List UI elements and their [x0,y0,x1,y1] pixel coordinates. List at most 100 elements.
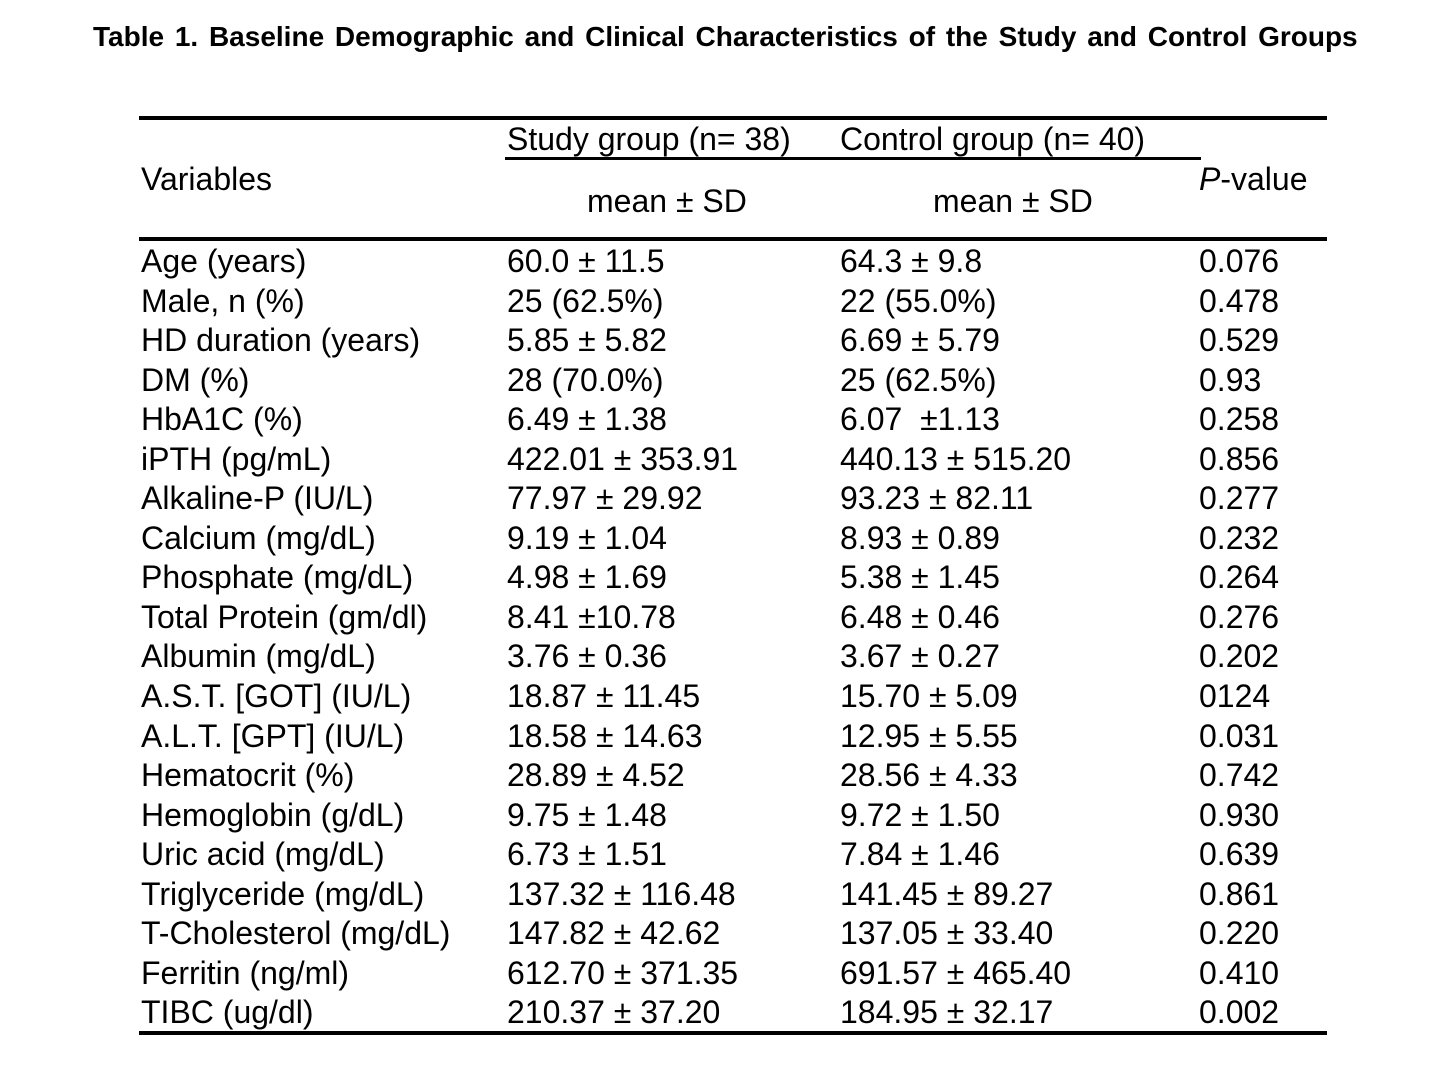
cell-control-value: 6.69 ± 5.79 [840,322,1000,359]
cell-control-value: 6.07 ±1.13 [840,401,1000,438]
cell-study-value: 612.70 ± 371.35 [507,954,739,991]
cell-control-value: 64.3 ± 9.8 [840,243,983,279]
cell-p-value: 0.202 [1199,638,1280,675]
header-control-group: Control group (n= 40) [840,121,1146,157]
cell-control-value: 3.67 ± 0.27 [840,638,1000,675]
table-row: TIBC (ug/dl) 210.37 ± 37.20 184.95 ± 32.17… [0,992,1431,1032]
cell-variable: iPTH (pg/mL) [141,440,332,477]
table-row: Male, n (%) 25 (62.5%) 22 (55.0%) 0.478 [0,281,1431,321]
cell-variable: Triglyceride (mg/dL) [141,875,425,912]
table-row: Age (years) 60.0 ± 11.5 64.3 ± 9.8 0.076 [0,241,1431,281]
cell-study-value: 77.97 ± 29.92 [507,480,703,517]
cell-p-value: 0.639 [1199,836,1280,873]
cell-variable: Male, n (%) [141,282,305,319]
table-row: Ferritin (ng/ml) 612.70 ± 371.35 691.57 ± … [0,953,1431,993]
cell-variable: T-Cholesterol (mg/dL) [141,915,451,952]
cell-variable: Hematocrit (%) [141,757,355,794]
header-variables: Variables [141,161,273,197]
table-row: Total Protein (gm/dl) 8.41 ±10.78 6.48 ± 0… [0,597,1431,637]
table-row: Phosphate (mg/dL) 4.98 ± 1.69 5.38 ± 1.45 0… [0,557,1431,597]
cell-study-value: 6.73 ± 1.51 [507,836,667,873]
table-row: Albumin (mg/dL) 3.76 ± 0.36 3.67 ± 0.27 0.2… [0,636,1431,676]
cell-variable: HD duration (years) [141,322,421,359]
cell-control-value: 12.95 ± 5.55 [840,717,1018,754]
cell-p-value: 0.031 [1199,717,1280,754]
cell-variable: Uric acid (mg/dL) [141,836,385,873]
cell-control-value: 8.93 ± 0.89 [840,519,1000,556]
cell-p-value: 0124 [1199,678,1271,715]
cell-variable: Age (years) [141,243,307,279]
cell-study-value: 147.82 ± 42.62 [507,915,721,952]
cell-control-value: 691.57 ± 465.40 [840,954,1072,991]
table-row: Calcium (mg/dL) 9.19 ± 1.04 8.93 ± 0.89 0.2… [0,518,1431,558]
cell-variable: Calcium (mg/dL) [141,519,376,556]
cell-variable: Hemoglobin (g/dL) [141,796,405,833]
cell-variable: DM (%) [141,361,250,398]
cell-study-value: 422.01 ± 353.91 [507,440,739,477]
cell-control-value: 440.13 ± 515.20 [840,440,1072,477]
cell-variable: TIBC (ug/dl) [141,994,314,1031]
cell-p-value: 0.220 [1199,915,1280,952]
cell-p-value: 0.076 [1199,243,1280,279]
header-p-letter: P [1199,161,1221,197]
cell-p-value: 0.861 [1199,875,1280,912]
table-top-rule [139,116,1327,120]
table-header-rule [139,237,1327,241]
cell-control-value: 137.05 ± 33.40 [840,915,1054,952]
table-row: Alkaline-P (IU/L) 77.97 ± 29.92 93.23 ± 82… [0,478,1431,518]
cell-variable: HbA1C (%) [141,401,303,438]
table-row: Triglyceride (mg/dL) 137.32 ± 116.48 141.4… [0,874,1431,914]
cell-variable: A.L.T. [GPT] (IU/L) [141,717,405,754]
table-caption: Table 1. Baseline Demographic and Clinic… [93,21,1358,52]
cell-p-value: 0.930 [1199,796,1280,833]
header-study-group: Study group (n= 38) [507,121,791,157]
cell-variable: Alkaline-P (IU/L) [141,480,374,517]
cell-study-value: 25 (62.5%) [507,282,664,319]
table-row: iPTH (pg/mL) 422.01 ± 353.91 440.13 ± 515.… [0,439,1431,479]
cell-p-value: 0.002 [1199,994,1280,1031]
cell-variable: Ferritin (ng/ml) [141,954,350,991]
cell-p-value: 0.93 [1199,361,1262,398]
cell-p-value: 0.742 [1199,757,1280,794]
cell-study-value: 8.41 ±10.78 [507,598,676,635]
table-row: Hematocrit (%) 28.89 ± 4.52 28.56 ± 4.33 0.… [0,755,1431,795]
table-row: HbA1C (%) 6.49 ± 1.38 6.07 ±1.13 0.258 [0,399,1431,439]
table-row: Uric acid (mg/dL) 6.73 ± 1.51 7.84 ± 1.46 0… [0,834,1431,874]
cell-study-value: 9.75 ± 1.48 [507,796,667,833]
cell-p-value: 0.856 [1199,440,1280,477]
cell-p-value: 0.478 [1199,282,1280,319]
cell-control-value: 141.45 ± 89.27 [840,875,1054,912]
cell-study-value: 18.87 ± 11.45 [507,678,701,715]
cell-control-value: 5.38 ± 1.45 [840,559,1000,596]
table-row: A.S.T. [GOT] (IU/L) 18.87 ± 11.45 15.70 ± … [0,676,1431,716]
cell-study-value: 28 (70.0%) [507,361,664,398]
cell-control-value: 15.70 ± 5.09 [840,678,1018,715]
header-p-value: P-value [1199,159,1308,199]
cell-p-value: 0.232 [1199,519,1280,556]
cell-variable: Total Protein (gm/dl) [141,598,428,635]
cell-control-value: 28.56 ± 4.33 [840,757,1018,794]
cell-control-value: 9.72 ± 1.50 [840,796,1000,833]
cell-variable: Phosphate (mg/dL) [141,559,414,596]
table-row: A.L.T. [GPT] (IU/L) 18.58 ± 14.63 12.95 ± … [0,716,1431,756]
group-header-rule [505,157,1201,160]
table-body: Age (years) 60.0 ± 11.5 64.3 ± 9.8 0.076 Mal… [0,241,1431,1032]
cell-control-value: 184.95 ± 32.17 [840,994,1054,1031]
cell-study-value: 3.76 ± 0.36 [507,638,667,675]
cell-study-value: 137.32 ± 116.48 [507,875,736,912]
cell-p-value: 0.258 [1199,401,1280,438]
header-study-mean-sd: mean ± SD [587,183,747,219]
cell-variable: A.S.T. [GOT] (IU/L) [141,678,412,715]
cell-p-value: 0.410 [1199,954,1280,991]
table-row: DM (%) 28 (70.0%) 25 (62.5%) 0.93 [0,360,1431,400]
cell-study-value: 210.37 ± 37.20 [507,994,721,1031]
cell-study-value: 6.49 ± 1.38 [507,401,667,438]
cell-study-value: 28.89 ± 4.52 [507,757,685,794]
cell-p-value: 0.529 [1199,322,1280,359]
cell-study-value: 5.85 ± 5.82 [507,322,667,359]
cell-p-value: 0.277 [1199,480,1280,517]
cell-study-value: 18.58 ± 14.63 [507,717,703,754]
cell-control-value: 7.84 ± 1.46 [840,836,1000,873]
table-row: T-Cholesterol (mg/dL) 147.82 ± 42.62 137.0… [0,913,1431,953]
cell-p-value: 0.264 [1199,559,1280,596]
